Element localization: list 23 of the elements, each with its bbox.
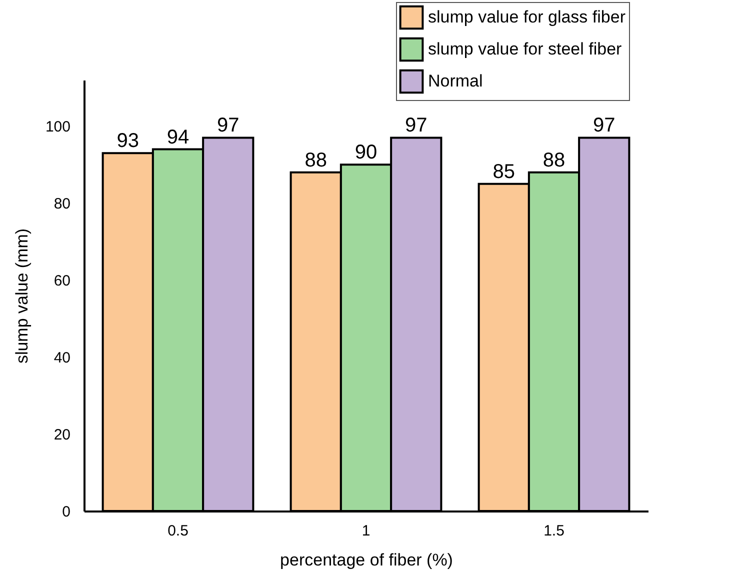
y-tick-label: 80 — [54, 196, 70, 213]
y-tick-label: 20 — [54, 426, 70, 444]
y-axis-title: slump value (mm) — [12, 228, 32, 364]
y-tick-label: 60 — [54, 272, 70, 290]
data-label: 88 — [542, 149, 566, 172]
legend-label: Normal — [428, 72, 483, 90]
data-label: 97 — [217, 114, 240, 137]
legend-label: slump value for steel fiber — [428, 40, 622, 58]
x-tick-label: 1 — [362, 522, 370, 540]
data-label: 94 — [166, 126, 190, 148]
y-tick-label: 100 — [45, 118, 70, 136]
y-tick-label: 40 — [54, 350, 70, 367]
x-tick-label: 1.5 — [544, 522, 564, 540]
data-label: 90 — [354, 142, 378, 164]
data-label: 97 — [405, 114, 428, 137]
y-tick-label: 0 — [62, 504, 70, 520]
data-label: 97 — [593, 114, 616, 137]
data-label: 93 — [116, 130, 139, 152]
x-axis-title: percentage of fiber (%) — [280, 550, 453, 570]
x-tick-label: 0.5 — [168, 522, 188, 540]
data-label: 88 — [304, 149, 327, 172]
data-label: 85 — [492, 160, 515, 183]
legend-label: slump value for glass fiber — [428, 8, 626, 26]
